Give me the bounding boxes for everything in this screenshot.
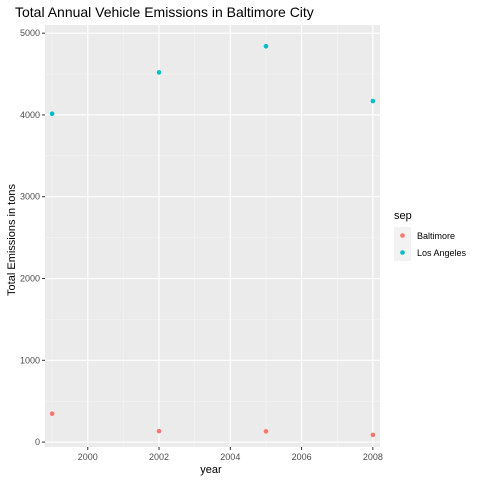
- data-points: [49, 43, 376, 438]
- major-gridlines: [45, 25, 380, 447]
- y-axis-ticks: 0 1000 2000 3000 4000 5000: [20, 28, 45, 447]
- data-point-los-angeles: [370, 98, 376, 104]
- data-point-los-angeles: [49, 111, 55, 117]
- legend: sep Baltimore Los Angeles: [394, 210, 467, 261]
- data-point-baltimore: [156, 428, 162, 434]
- y-tick-label: 3000: [20, 192, 40, 202]
- legend-label-baltimore: Baltimore: [417, 231, 455, 241]
- y-tick-label: 2000: [20, 274, 40, 284]
- data-point-los-angeles: [156, 70, 162, 75]
- data-point-los-angeles: [263, 43, 269, 49]
- data-point-baltimore: [49, 411, 55, 417]
- y-tick-label: 0: [35, 437, 40, 447]
- x-axis-ticks: 2000 2002 2004 2006 2008: [78, 447, 383, 462]
- y-tick-label: 5000: [20, 28, 40, 38]
- data-point-baltimore: [263, 429, 269, 434]
- y-axis-title: Total Emissions in tons: [6, 184, 18, 296]
- x-tick-label: 2004: [220, 452, 240, 462]
- chart-title: Total Annual Vehicle Emissions in Baltim…: [15, 4, 314, 20]
- x-tick-label: 2000: [78, 452, 98, 462]
- legend-title: sep: [394, 210, 412, 222]
- legend-item-los-angeles: Los Angeles: [394, 244, 467, 261]
- minor-gridlines: [45, 25, 380, 447]
- legend-key-baltimore: [400, 233, 405, 238]
- y-tick-label: 1000: [20, 355, 40, 365]
- x-tick-label: 2002: [149, 452, 169, 462]
- legend-label-los-angeles: Los Angeles: [417, 248, 467, 258]
- data-point-baltimore: [370, 432, 376, 438]
- y-tick-label: 4000: [20, 110, 40, 120]
- x-tick-label: 2006: [292, 452, 312, 462]
- legend-key-los-angeles: [400, 250, 405, 255]
- plot-panel: [45, 25, 380, 447]
- x-tick-label: 2008: [363, 452, 383, 462]
- legend-item-baltimore: Baltimore: [394, 227, 455, 244]
- x-axis-title: year: [200, 464, 222, 476]
